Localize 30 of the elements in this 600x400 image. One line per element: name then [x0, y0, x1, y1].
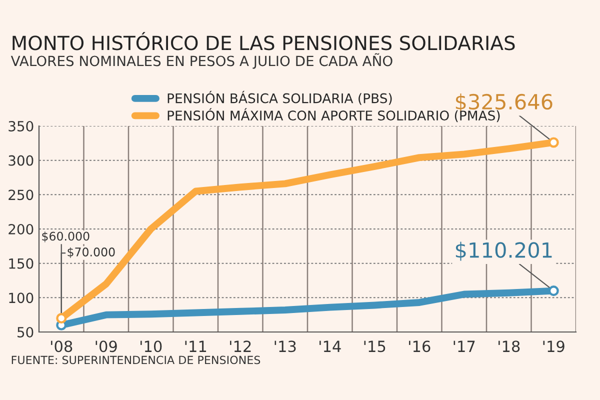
chart-title: MONTO HISTÓRICO DE LAS PENSIONES SOLIDARIAS	[12, 32, 515, 50]
x-tick-label: '14	[320, 340, 341, 352]
x-tick-label: '15	[364, 340, 386, 352]
y-tick-label: 200	[8, 224, 34, 234]
annotation: $110.201	[456, 242, 552, 261]
legend-label: PENSIÓN BÁSICA SOLIDARIA (PBS)	[168, 90, 392, 105]
point	[548, 286, 559, 296]
y-tick-label: 150	[9, 258, 34, 269]
annotation: $70.000	[68, 247, 115, 258]
x-tick-label: '12	[230, 340, 251, 352]
x-tick-label: '08	[51, 340, 72, 352]
annotation: $60.000	[42, 232, 90, 242]
x-tick-label: '19	[543, 340, 564, 352]
x-tick-label: '09	[96, 340, 117, 352]
x-tick-label: '18	[498, 340, 520, 352]
x-tick-label: '13	[274, 340, 296, 352]
x-tick-label: '17	[454, 340, 475, 352]
y-tick-label: 350	[8, 120, 34, 132]
y-tick-label: 300	[8, 155, 34, 166]
source-note: FUENTE: SUPERINTENDENCIA DE PENSIONES	[12, 356, 260, 364]
y-tick-label: 250	[8, 190, 34, 200]
point	[548, 137, 559, 148]
point	[56, 312, 67, 324]
x-tick-label: '11	[185, 340, 206, 352]
y-tick-label: 50	[18, 326, 34, 338]
chart-subtitle: VALORES NOMINALES EN PESOS A JULIO DE CADA AÑO	[10, 53, 392, 69]
x-tick-label: '10	[140, 340, 162, 352]
annotation: $325.646	[456, 93, 552, 112]
y-tick-label: 100	[9, 292, 34, 304]
x-tick-label: '16	[409, 340, 430, 352]
